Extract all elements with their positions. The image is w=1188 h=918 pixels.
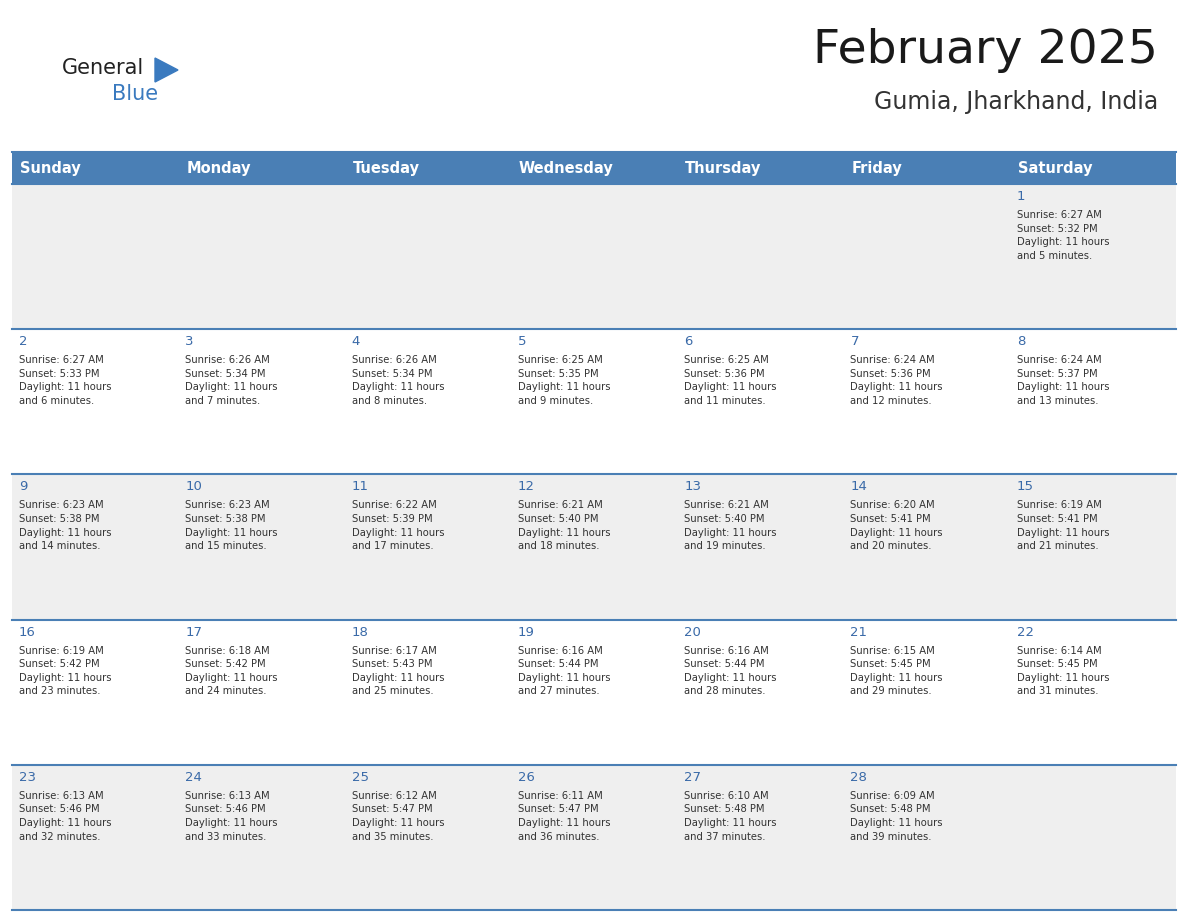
Text: Sunrise: 6:24 AM
Sunset: 5:37 PM
Daylight: 11 hours
and 13 minutes.: Sunrise: 6:24 AM Sunset: 5:37 PM Dayligh… [1017,355,1110,406]
Bar [12,765,1176,910]
Text: 12: 12 [518,480,535,493]
Text: Sunrise: 6:11 AM
Sunset: 5:47 PM
Daylight: 11 hours
and 36 minutes.: Sunrise: 6:11 AM Sunset: 5:47 PM Dayligh… [518,790,611,842]
Text: Sunrise: 6:15 AM
Sunset: 5:45 PM
Daylight: 11 hours
and 29 minutes.: Sunrise: 6:15 AM Sunset: 5:45 PM Dayligh… [851,645,943,697]
Text: 18: 18 [352,625,368,639]
Text: 15: 15 [1017,480,1034,493]
Text: Sunrise: 6:21 AM
Sunset: 5:40 PM
Daylight: 11 hours
and 19 minutes.: Sunrise: 6:21 AM Sunset: 5:40 PM Dayligh… [684,500,777,551]
Text: 17: 17 [185,625,202,639]
Text: Sunrise: 6:17 AM
Sunset: 5:43 PM
Daylight: 11 hours
and 25 minutes.: Sunrise: 6:17 AM Sunset: 5:43 PM Dayligh… [352,645,444,697]
Text: Sunday: Sunday [20,161,81,175]
Bar [12,184,1176,330]
Bar [178,152,345,184]
Text: Sunrise: 6:22 AM
Sunset: 5:39 PM
Daylight: 11 hours
and 17 minutes.: Sunrise: 6:22 AM Sunset: 5:39 PM Dayligh… [352,500,444,551]
Text: 23: 23 [19,771,36,784]
Text: Sunrise: 6:21 AM
Sunset: 5:40 PM
Daylight: 11 hours
and 18 minutes.: Sunrise: 6:21 AM Sunset: 5:40 PM Dayligh… [518,500,611,551]
Text: 28: 28 [851,771,867,784]
Text: 5: 5 [518,335,526,348]
Text: Sunrise: 6:24 AM
Sunset: 5:36 PM
Daylight: 11 hours
and 12 minutes.: Sunrise: 6:24 AM Sunset: 5:36 PM Dayligh… [851,355,943,406]
Bar [12,620,1176,765]
Text: Friday: Friday [852,161,902,175]
Text: February 2025: February 2025 [813,28,1158,73]
Text: Sunrise: 6:16 AM
Sunset: 5:44 PM
Daylight: 11 hours
and 28 minutes.: Sunrise: 6:16 AM Sunset: 5:44 PM Dayligh… [684,645,777,697]
Text: 11: 11 [352,480,368,493]
Text: Sunrise: 6:23 AM
Sunset: 5:38 PM
Daylight: 11 hours
and 15 minutes.: Sunrise: 6:23 AM Sunset: 5:38 PM Dayligh… [185,500,278,551]
Text: Sunrise: 6:19 AM
Sunset: 5:42 PM
Daylight: 11 hours
and 23 minutes.: Sunrise: 6:19 AM Sunset: 5:42 PM Dayligh… [19,645,112,697]
Text: 27: 27 [684,771,701,784]
Text: 16: 16 [19,625,36,639]
Text: Sunrise: 6:09 AM
Sunset: 5:48 PM
Daylight: 11 hours
and 39 minutes.: Sunrise: 6:09 AM Sunset: 5:48 PM Dayligh… [851,790,943,842]
Text: General: General [62,58,144,78]
Text: Sunrise: 6:14 AM
Sunset: 5:45 PM
Daylight: 11 hours
and 31 minutes.: Sunrise: 6:14 AM Sunset: 5:45 PM Dayligh… [1017,645,1110,697]
Text: 14: 14 [851,480,867,493]
Bar [843,152,1010,184]
Text: 3: 3 [185,335,194,348]
Text: Blue: Blue [112,84,158,104]
Text: Thursday: Thursday [685,161,762,175]
Text: 9: 9 [19,480,27,493]
Text: Sunrise: 6:13 AM
Sunset: 5:46 PM
Daylight: 11 hours
and 33 minutes.: Sunrise: 6:13 AM Sunset: 5:46 PM Dayligh… [185,790,278,842]
Text: 6: 6 [684,335,693,348]
Text: Wednesday: Wednesday [519,161,614,175]
Text: Sunrise: 6:19 AM
Sunset: 5:41 PM
Daylight: 11 hours
and 21 minutes.: Sunrise: 6:19 AM Sunset: 5:41 PM Dayligh… [1017,500,1110,551]
Text: 2: 2 [19,335,27,348]
Bar [677,152,843,184]
Text: Sunrise: 6:20 AM
Sunset: 5:41 PM
Daylight: 11 hours
and 20 minutes.: Sunrise: 6:20 AM Sunset: 5:41 PM Dayligh… [851,500,943,551]
Bar [12,330,1176,475]
Text: 13: 13 [684,480,701,493]
Text: 7: 7 [851,335,859,348]
Text: 25: 25 [352,771,368,784]
Bar [1010,152,1176,184]
Text: 21: 21 [851,625,867,639]
Text: Sunrise: 6:13 AM
Sunset: 5:46 PM
Daylight: 11 hours
and 32 minutes.: Sunrise: 6:13 AM Sunset: 5:46 PM Dayligh… [19,790,112,842]
Text: Sunrise: 6:27 AM
Sunset: 5:32 PM
Daylight: 11 hours
and 5 minutes.: Sunrise: 6:27 AM Sunset: 5:32 PM Dayligh… [1017,210,1110,261]
Text: Gumia, Jharkhand, India: Gumia, Jharkhand, India [873,90,1158,114]
Bar [12,475,1176,620]
Text: 20: 20 [684,625,701,639]
Text: Sunrise: 6:26 AM
Sunset: 5:34 PM
Daylight: 11 hours
and 8 minutes.: Sunrise: 6:26 AM Sunset: 5:34 PM Dayligh… [352,355,444,406]
Bar [12,152,178,184]
Text: Sunrise: 6:27 AM
Sunset: 5:33 PM
Daylight: 11 hours
and 6 minutes.: Sunrise: 6:27 AM Sunset: 5:33 PM Dayligh… [19,355,112,406]
Bar [511,152,677,184]
Text: Sunrise: 6:16 AM
Sunset: 5:44 PM
Daylight: 11 hours
and 27 minutes.: Sunrise: 6:16 AM Sunset: 5:44 PM Dayligh… [518,645,611,697]
Text: Sunrise: 6:18 AM
Sunset: 5:42 PM
Daylight: 11 hours
and 24 minutes.: Sunrise: 6:18 AM Sunset: 5:42 PM Dayligh… [185,645,278,697]
Text: 8: 8 [1017,335,1025,348]
Text: Tuesday: Tuesday [353,161,419,175]
Text: 22: 22 [1017,625,1034,639]
Text: Sunrise: 6:25 AM
Sunset: 5:35 PM
Daylight: 11 hours
and 9 minutes.: Sunrise: 6:25 AM Sunset: 5:35 PM Dayligh… [518,355,611,406]
Text: Sunrise: 6:26 AM
Sunset: 5:34 PM
Daylight: 11 hours
and 7 minutes.: Sunrise: 6:26 AM Sunset: 5:34 PM Dayligh… [185,355,278,406]
Text: Sunrise: 6:23 AM
Sunset: 5:38 PM
Daylight: 11 hours
and 14 minutes.: Sunrise: 6:23 AM Sunset: 5:38 PM Dayligh… [19,500,112,551]
Text: 4: 4 [352,335,360,348]
Text: 10: 10 [185,480,202,493]
Text: Sunrise: 6:12 AM
Sunset: 5:47 PM
Daylight: 11 hours
and 35 minutes.: Sunrise: 6:12 AM Sunset: 5:47 PM Dayligh… [352,790,444,842]
Text: Sunrise: 6:25 AM
Sunset: 5:36 PM
Daylight: 11 hours
and 11 minutes.: Sunrise: 6:25 AM Sunset: 5:36 PM Dayligh… [684,355,777,406]
Text: 19: 19 [518,625,535,639]
Text: Sunrise: 6:10 AM
Sunset: 5:48 PM
Daylight: 11 hours
and 37 minutes.: Sunrise: 6:10 AM Sunset: 5:48 PM Dayligh… [684,790,777,842]
Bar [345,152,511,184]
Text: 26: 26 [518,771,535,784]
Text: Saturday: Saturday [1018,161,1092,175]
Text: 1: 1 [1017,190,1025,203]
Polygon shape [154,58,178,82]
Text: 24: 24 [185,771,202,784]
Text: Monday: Monday [187,161,251,175]
